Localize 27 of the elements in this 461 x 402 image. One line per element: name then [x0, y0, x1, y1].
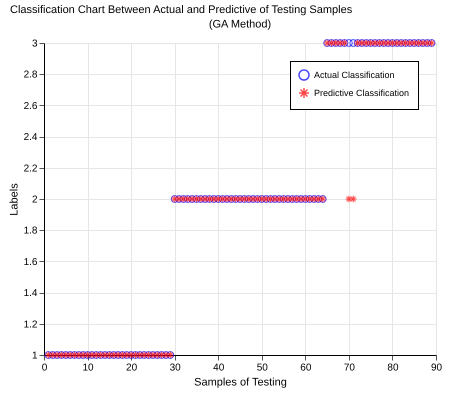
x-tick-label: 80	[387, 362, 399, 374]
y-tick-label: 1.4	[24, 288, 38, 300]
x-tick-label: 50	[256, 362, 268, 374]
y-tick-label: 2.2	[24, 163, 38, 174]
y-axis-title: Labels	[8, 182, 21, 216]
y-tick-label: 2.8	[24, 70, 38, 81]
y-tick-label: 2.6	[24, 100, 38, 112]
y-tick-label: 1	[32, 350, 38, 362]
y-tick-label: 2.4	[24, 132, 38, 144]
x-tick-label: 20	[126, 362, 138, 374]
y-tick-label: 3	[32, 38, 38, 50]
x-tick-label: 0	[42, 362, 48, 374]
y-tick-label: 1.2	[24, 319, 38, 330]
x-tick-label: 60	[300, 362, 312, 374]
y-tick-label: 1.6	[24, 256, 38, 268]
y-tick-label: 2	[32, 194, 38, 206]
x-tick-label: 90	[430, 362, 442, 374]
chart-title: Classification Chart Between Actual and Predictive of Testing Samples	[9, 3, 354, 18]
legend-label: Predictive Classification	[314, 88, 410, 98]
x-axis-title: Samples of Testing	[194, 376, 287, 388]
y-tick-label: 1.8	[24, 226, 38, 237]
chart-subtitle: (GA Method)	[208, 18, 272, 31]
x-tick-label: 40	[213, 362, 225, 374]
legend-label: Actual Classification	[314, 70, 395, 80]
x-tick-label: 70	[344, 362, 356, 374]
x-tick-label: 10	[82, 362, 94, 374]
x-tick-label: 30	[170, 362, 182, 374]
